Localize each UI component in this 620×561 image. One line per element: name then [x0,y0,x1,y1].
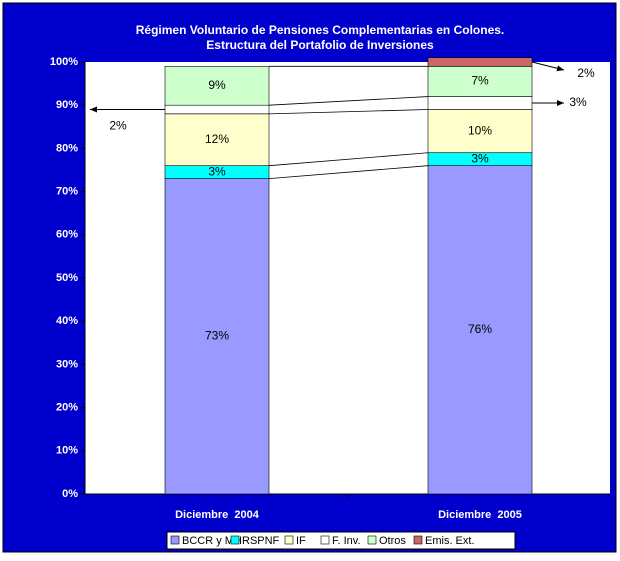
y-tick-label: 30% [56,358,78,370]
legend-swatch [320,535,330,545]
data-label: 10% [468,123,492,137]
bar-segment [427,96,533,110]
data-label: 3% [569,95,587,109]
bar-segment [164,104,270,115]
bar-segment [164,66,270,106]
legend-label: Emis. Ext. [425,535,475,547]
legend-swatch [170,535,180,545]
data-label: 73% [205,328,229,342]
legend-swatch [284,535,294,545]
bar-segment [427,165,533,495]
data-label: 2% [577,66,595,80]
data-label: 7% [471,74,489,88]
y-tick-label: 80% [56,142,78,154]
bar-segment [164,113,270,166]
y-tick-label: 90% [56,99,78,111]
y-tick-label: 100% [50,56,78,68]
data-label: 3% [471,151,489,165]
data-label: 2% [109,119,127,133]
legend-label: RSPNF [242,535,280,547]
label-arrow [531,61,565,72]
chart-title: Régimen Voluntario de Pensiones Compleme… [136,23,505,37]
y-tick-label: 70% [56,186,78,198]
chart-subtitle: Estructura del Portafolio de Inversiones [206,38,434,52]
legend-label: IF [296,535,306,547]
y-tick-label: 50% [56,272,78,284]
connector [268,165,429,180]
y-tick-label: 0% [62,488,78,500]
y-tick-label: 20% [56,402,78,414]
x-tick-label: Diciembre 2005 [438,509,522,521]
legend-box [166,531,516,550]
bar-segment [427,109,533,154]
x-tick-label: Diciembre 2004 [175,509,260,521]
connector [268,96,429,106]
bar-segment [427,66,533,97]
y-tick-label: 60% [56,229,78,241]
data-label: 76% [468,322,492,336]
y-tick-label: 40% [56,315,78,327]
data-label: 3% [208,164,226,178]
y-tick-label: 10% [56,445,78,457]
legend-label: BCCR y MH [182,535,242,547]
connector [268,152,429,167]
legend-swatch [230,535,240,545]
bar-segment [427,57,533,67]
legend-label: Otros [379,535,406,547]
connector [268,109,429,115]
data-label: 12% [205,132,229,146]
legend-swatch [413,535,423,545]
bar-segment [164,178,270,495]
data-label: 9% [208,78,226,92]
legend-label: F. Inv. [332,535,361,547]
legend-swatch [367,535,377,545]
